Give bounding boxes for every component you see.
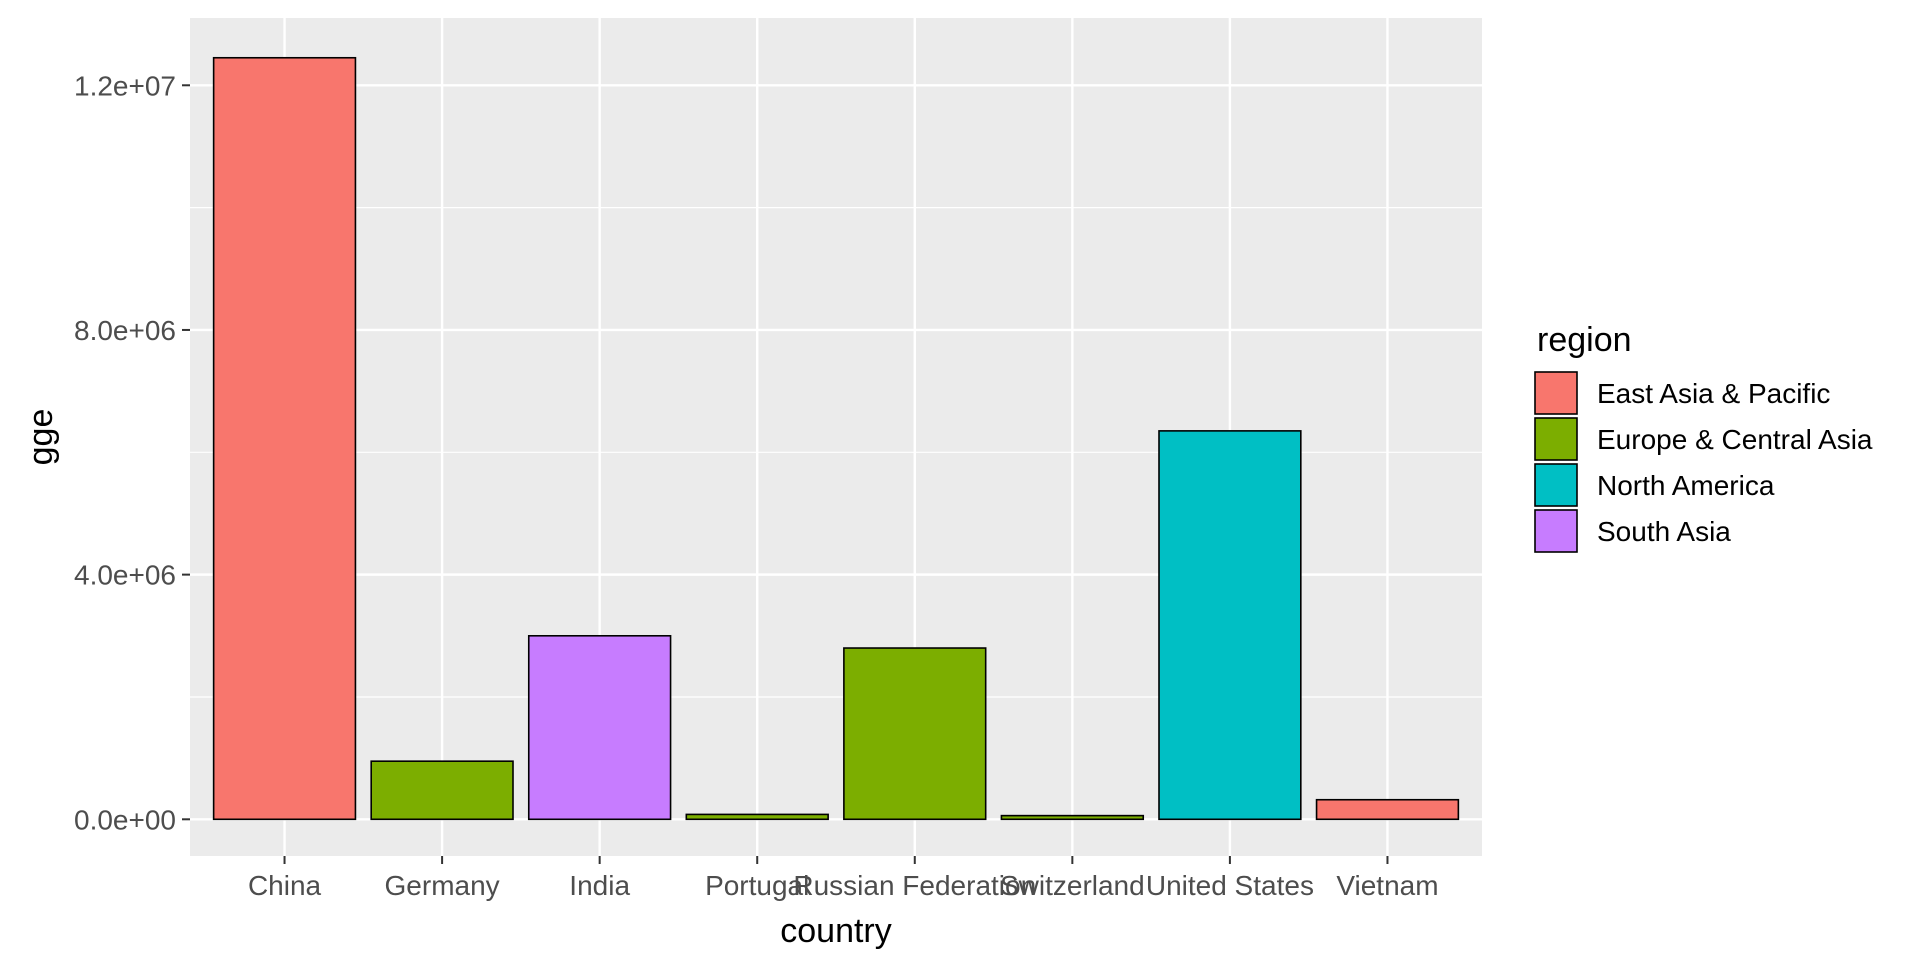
bar <box>685 813 829 821</box>
bar <box>1000 814 1145 821</box>
legend-label: South Asia <box>1597 516 1731 547</box>
bar <box>212 56 357 821</box>
bar <box>843 647 987 821</box>
x-tick-label: Vietnam <box>1336 870 1438 901</box>
x-tick-label: China <box>248 870 322 901</box>
x-axis-title: country <box>780 912 892 950</box>
y-tick-label: 0.0e+00 <box>74 804 176 835</box>
y-tick-label: 4.0e+06 <box>74 560 176 591</box>
legend-label: North America <box>1597 470 1775 501</box>
x-tick-label: Portugal <box>705 870 809 901</box>
legend: region East Asia & Pacific Europe & Centr… <box>1534 321 1873 553</box>
legend-title: region <box>1537 321 1632 359</box>
x-tick-label: Switzerland <box>1000 870 1145 901</box>
x-tick-label: Germany <box>385 870 500 901</box>
legend-key <box>1534 509 1578 553</box>
bars <box>212 56 1460 821</box>
y-tick-label: 1.2e+07 <box>74 70 176 101</box>
legend-key <box>1534 463 1578 507</box>
legend-key <box>1534 417 1578 461</box>
legend-items: East Asia & Pacific Europe & Central Asia… <box>1534 371 1873 553</box>
bar <box>1158 430 1302 821</box>
y-tick-label: 8.0e+06 <box>74 315 176 346</box>
bar <box>370 760 514 821</box>
bar <box>1315 798 1460 821</box>
legend-label: East Asia & Pacific <box>1597 378 1830 409</box>
bar <box>527 634 672 821</box>
x-tick-label: India <box>569 870 630 901</box>
legend-label: Europe & Central Asia <box>1597 424 1873 455</box>
x-tick-label: Russian Federation <box>793 870 1036 901</box>
y-axis-title: gge <box>22 409 60 466</box>
legend-key <box>1534 371 1578 415</box>
x-tick-label: United States <box>1146 870 1314 901</box>
y-axis: 0.0e+00 4.0e+06 8.0e+06 1.2e+07 <box>74 70 190 835</box>
